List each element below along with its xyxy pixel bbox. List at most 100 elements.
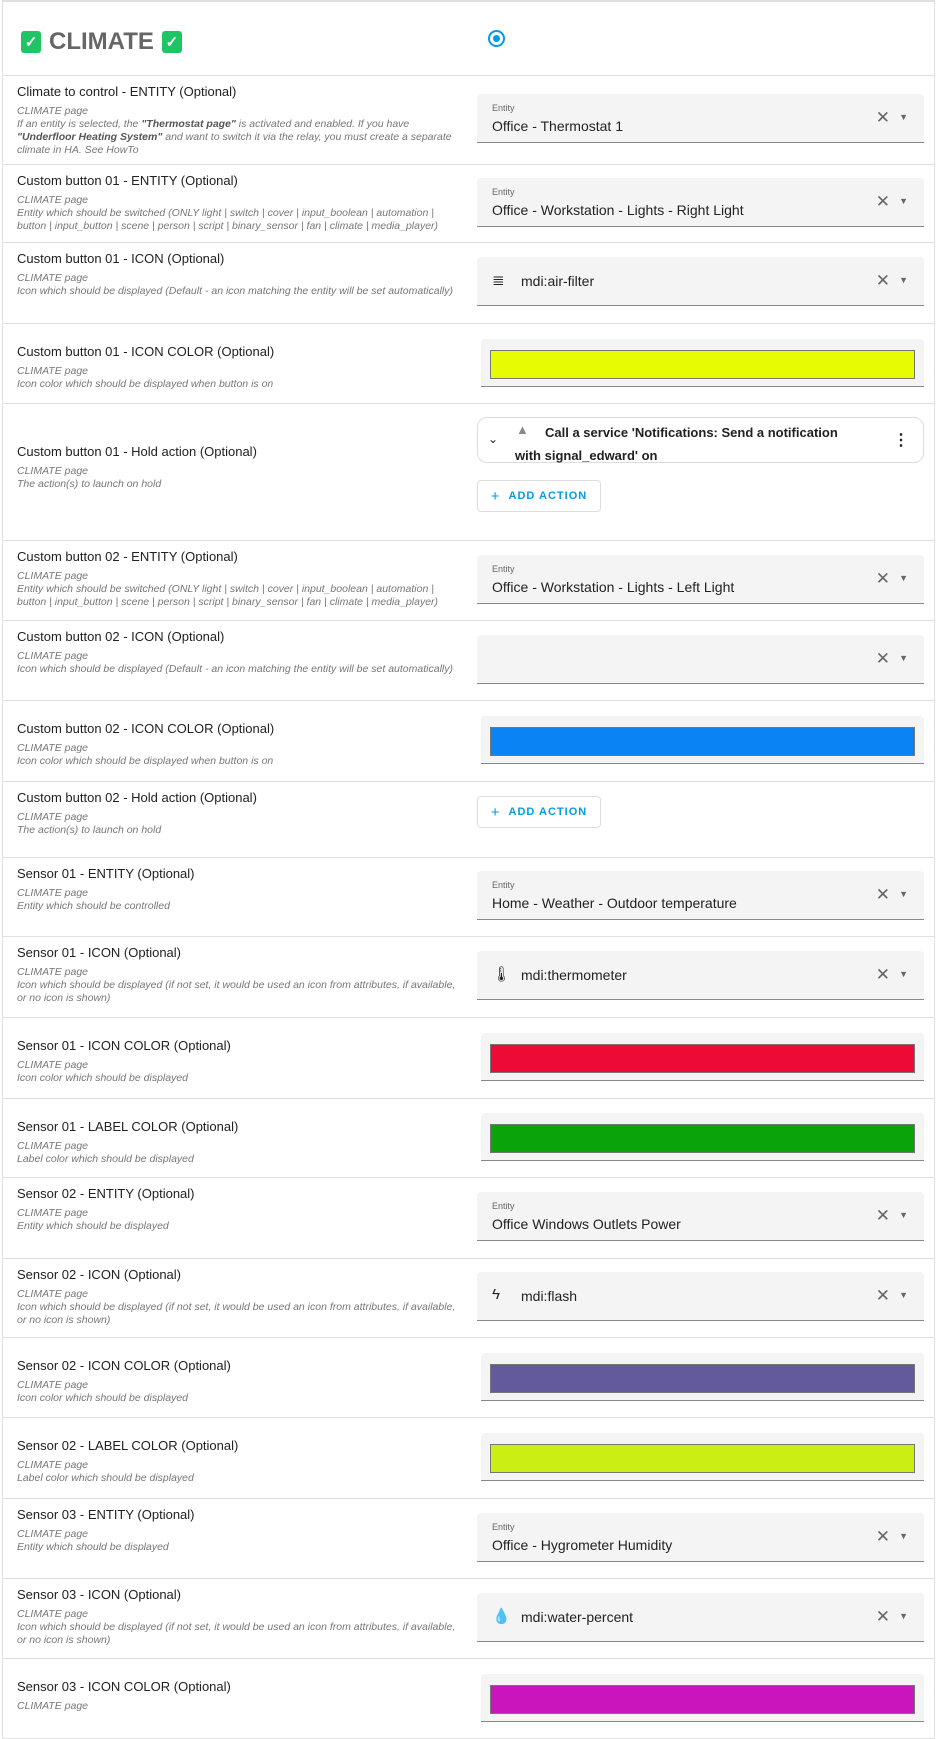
setting-description: CLIMATE page bbox=[17, 1700, 89, 1712]
clear-icon[interactable]: ✕ bbox=[875, 1286, 890, 1305]
field-value: Office - Hygrometer Humidity bbox=[492, 1537, 673, 1553]
check-box-icon: ✓ bbox=[161, 31, 182, 53]
dropdown-arrow-icon[interactable]: ▼ bbox=[899, 653, 908, 663]
color-swatch[interactable] bbox=[490, 727, 915, 756]
setting-label-block: Custom button 02 - ENTITY (Optional) CLIM… bbox=[17, 549, 457, 609]
setting-row: Sensor 02 - ENTITY (Optional) CLIMATE pag… bbox=[3, 1178, 934, 1259]
icon-picker[interactable]: ≣ mdi:air-filter ✕ ▼ bbox=[477, 257, 924, 306]
setting-name: Custom button 02 - ENTITY (Optional) bbox=[17, 549, 238, 564]
setting-label-block: Custom button 01 - ICON (Optional) CLIMAT… bbox=[17, 251, 457, 298]
clear-icon[interactable]: ✕ bbox=[875, 1206, 890, 1225]
dropdown-arrow-icon[interactable]: ▼ bbox=[899, 969, 908, 979]
description-part: "Thermostat page" bbox=[141, 118, 236, 130]
field-caption: Entity bbox=[492, 1522, 515, 1532]
setting-row: Custom button 02 - ENTITY (Optional) CLIM… bbox=[3, 541, 934, 621]
dropdown-arrow-icon[interactable]: ▼ bbox=[899, 1290, 908, 1300]
clear-icon[interactable]: ✕ bbox=[875, 192, 890, 211]
field-value: mdi:thermometer bbox=[521, 967, 627, 983]
setting-description: CLIMATE page Entity which should be disp… bbox=[17, 1207, 169, 1232]
add-action-button[interactable]: + ADD ACTION bbox=[477, 796, 601, 828]
clear-icon[interactable]: ✕ bbox=[875, 108, 890, 127]
setting-label-block: Sensor 02 - ICON COLOR (Optional) CLIMATE… bbox=[17, 1358, 457, 1405]
entity-picker[interactable]: Entity Office - Workstation - Lights - Ri… bbox=[477, 178, 924, 227]
entity-picker[interactable]: Entity Office Windows Outlets Power ✕ ▼ bbox=[477, 1192, 924, 1241]
dropdown-arrow-icon[interactable]: ▼ bbox=[899, 573, 908, 583]
setting-label-block: Custom button 01 - ENTITY (Optional) CLIM… bbox=[17, 173, 457, 233]
dropdown-arrow-icon[interactable]: ▼ bbox=[899, 1531, 908, 1541]
setting-name: Sensor 03 - ICON COLOR (Optional) bbox=[17, 1679, 231, 1694]
field-caption: Entity bbox=[492, 187, 515, 197]
setting-name: Custom button 02 - ICON (Optional) bbox=[17, 629, 225, 644]
dropdown-arrow-icon[interactable]: ▼ bbox=[899, 1210, 908, 1220]
setting-row: Sensor 03 - ENTITY (Optional) CLIMATE pag… bbox=[3, 1499, 934, 1579]
setting-description: CLIMATE page Icon which should be displa… bbox=[17, 966, 456, 1004]
setting-row: Sensor 03 - ICON (Optional) CLIMATE page … bbox=[3, 1579, 934, 1659]
clear-icon[interactable]: ✕ bbox=[875, 271, 890, 290]
add-action-label: ADD ACTION bbox=[508, 490, 588, 502]
clear-icon[interactable]: ✕ bbox=[875, 649, 890, 668]
clear-icon[interactable]: ✕ bbox=[875, 965, 890, 984]
icon-picker[interactable]: ✕ ▼ bbox=[477, 635, 924, 684]
color-picker[interactable] bbox=[481, 1033, 924, 1081]
entity-picker[interactable]: Entity Office - Workstation - Lights - Le… bbox=[477, 555, 924, 604]
color-swatch[interactable] bbox=[490, 1124, 915, 1153]
setting-label-block: Sensor 01 - ICON COLOR (Optional) CLIMATE… bbox=[17, 1038, 457, 1085]
setting-label-block: Climate to control - ENTITY (Optional) CL… bbox=[17, 84, 457, 157]
color-swatch[interactable] bbox=[490, 1044, 915, 1073]
dropdown-arrow-icon[interactable]: ▼ bbox=[899, 889, 908, 899]
color-picker[interactable] bbox=[481, 339, 924, 387]
setting-label-block: Custom button 02 - ICON (Optional) CLIMAT… bbox=[17, 629, 457, 676]
field-value: mdi:air-filter bbox=[521, 273, 595, 289]
color-swatch[interactable] bbox=[490, 1364, 915, 1393]
setting-label-block: Custom button 02 - ICON COLOR (Optional)… bbox=[17, 721, 457, 768]
entity-picker[interactable]: Entity Office - Hygrometer Humidity ✕ ▼ bbox=[477, 1513, 924, 1562]
clear-icon[interactable]: ✕ bbox=[875, 569, 890, 588]
setting-name: Custom button 01 - Hold action (Optional… bbox=[17, 444, 257, 459]
setting-description: CLIMATE page Icon which should be displa… bbox=[17, 650, 453, 675]
chevron-down-icon[interactable]: ⌄ bbox=[488, 432, 499, 446]
setting-name: Sensor 01 - ICON (Optional) bbox=[17, 945, 182, 960]
clear-icon[interactable]: ✕ bbox=[875, 1607, 890, 1626]
setting-name: Custom button 02 - Hold action (Optional… bbox=[17, 790, 257, 805]
add-action-label: ADD ACTION bbox=[508, 806, 588, 818]
field-caption: Entity bbox=[492, 1201, 515, 1211]
dropdown-arrow-icon[interactable]: ▼ bbox=[899, 275, 908, 285]
setting-label-block: Custom button 01 - ICON COLOR (Optional)… bbox=[17, 344, 457, 391]
clear-icon[interactable]: ✕ bbox=[875, 1527, 890, 1546]
setting-row: Custom button 02 - ICON (Optional) CLIMAT… bbox=[3, 621, 934, 701]
section-radio[interactable] bbox=[488, 30, 505, 47]
field-caption: Entity bbox=[492, 564, 515, 574]
color-swatch[interactable] bbox=[490, 350, 915, 379]
action-item[interactable]: ⌄ ▲ Call a service 'Notifications: Send a … bbox=[477, 417, 924, 463]
setting-name: Custom button 01 - ICON (Optional) bbox=[17, 251, 225, 266]
dropdown-arrow-icon[interactable]: ▼ bbox=[899, 1611, 908, 1621]
setting-name: Sensor 01 - ICON COLOR (Optional) bbox=[17, 1038, 231, 1053]
icon-picker[interactable]: 💧 mdi:water-percent ✕ ▼ bbox=[477, 1593, 924, 1642]
entity-picker[interactable]: Entity Office - Thermostat 1 ✕ ▼ bbox=[477, 94, 924, 143]
setting-description: CLIMATE page Icon color which should be … bbox=[17, 742, 274, 767]
description-part: If an entity is selected, the bbox=[17, 118, 142, 130]
icon-picker[interactable]: 🌡 mdi:thermometer ✕ ▼ bbox=[477, 951, 924, 1000]
color-picker[interactable] bbox=[481, 1113, 924, 1161]
icon-picker[interactable]: ϟ mdi:flash ✕ ▼ bbox=[477, 1272, 924, 1321]
color-picker[interactable] bbox=[481, 716, 924, 764]
dropdown-arrow-icon[interactable]: ▼ bbox=[899, 112, 908, 122]
entity-picker[interactable]: Entity Home - Weather - Outdoor temperatu… bbox=[477, 871, 924, 920]
setting-label-block: Sensor 01 - ENTITY (Optional) CLIMATE pag… bbox=[17, 866, 457, 913]
color-picker[interactable] bbox=[481, 1353, 924, 1401]
field-caption: Entity bbox=[492, 880, 515, 890]
setting-label-block: Sensor 02 - LABEL COLOR (Optional) CLIMAT… bbox=[17, 1438, 457, 1485]
color-picker[interactable] bbox=[481, 1433, 924, 1481]
setting-row: Custom button 01 - Hold action (Optional… bbox=[3, 404, 934, 541]
setting-label-block: Sensor 01 - ICON (Optional) CLIMATE page … bbox=[17, 945, 457, 1005]
flash-icon: ϟ bbox=[492, 1286, 500, 1303]
more-options-icon[interactable]: ⋮ bbox=[893, 432, 909, 449]
clear-icon[interactable]: ✕ bbox=[875, 885, 890, 904]
dropdown-arrow-icon[interactable]: ▼ bbox=[899, 196, 908, 206]
field-value: mdi:water-percent bbox=[521, 1609, 634, 1625]
color-swatch[interactable] bbox=[490, 1444, 915, 1473]
color-picker[interactable] bbox=[481, 1674, 924, 1722]
setting-description: CLIMATE page Icon color which should be … bbox=[17, 1379, 189, 1404]
add-action-button[interactable]: + ADD ACTION bbox=[477, 480, 601, 512]
